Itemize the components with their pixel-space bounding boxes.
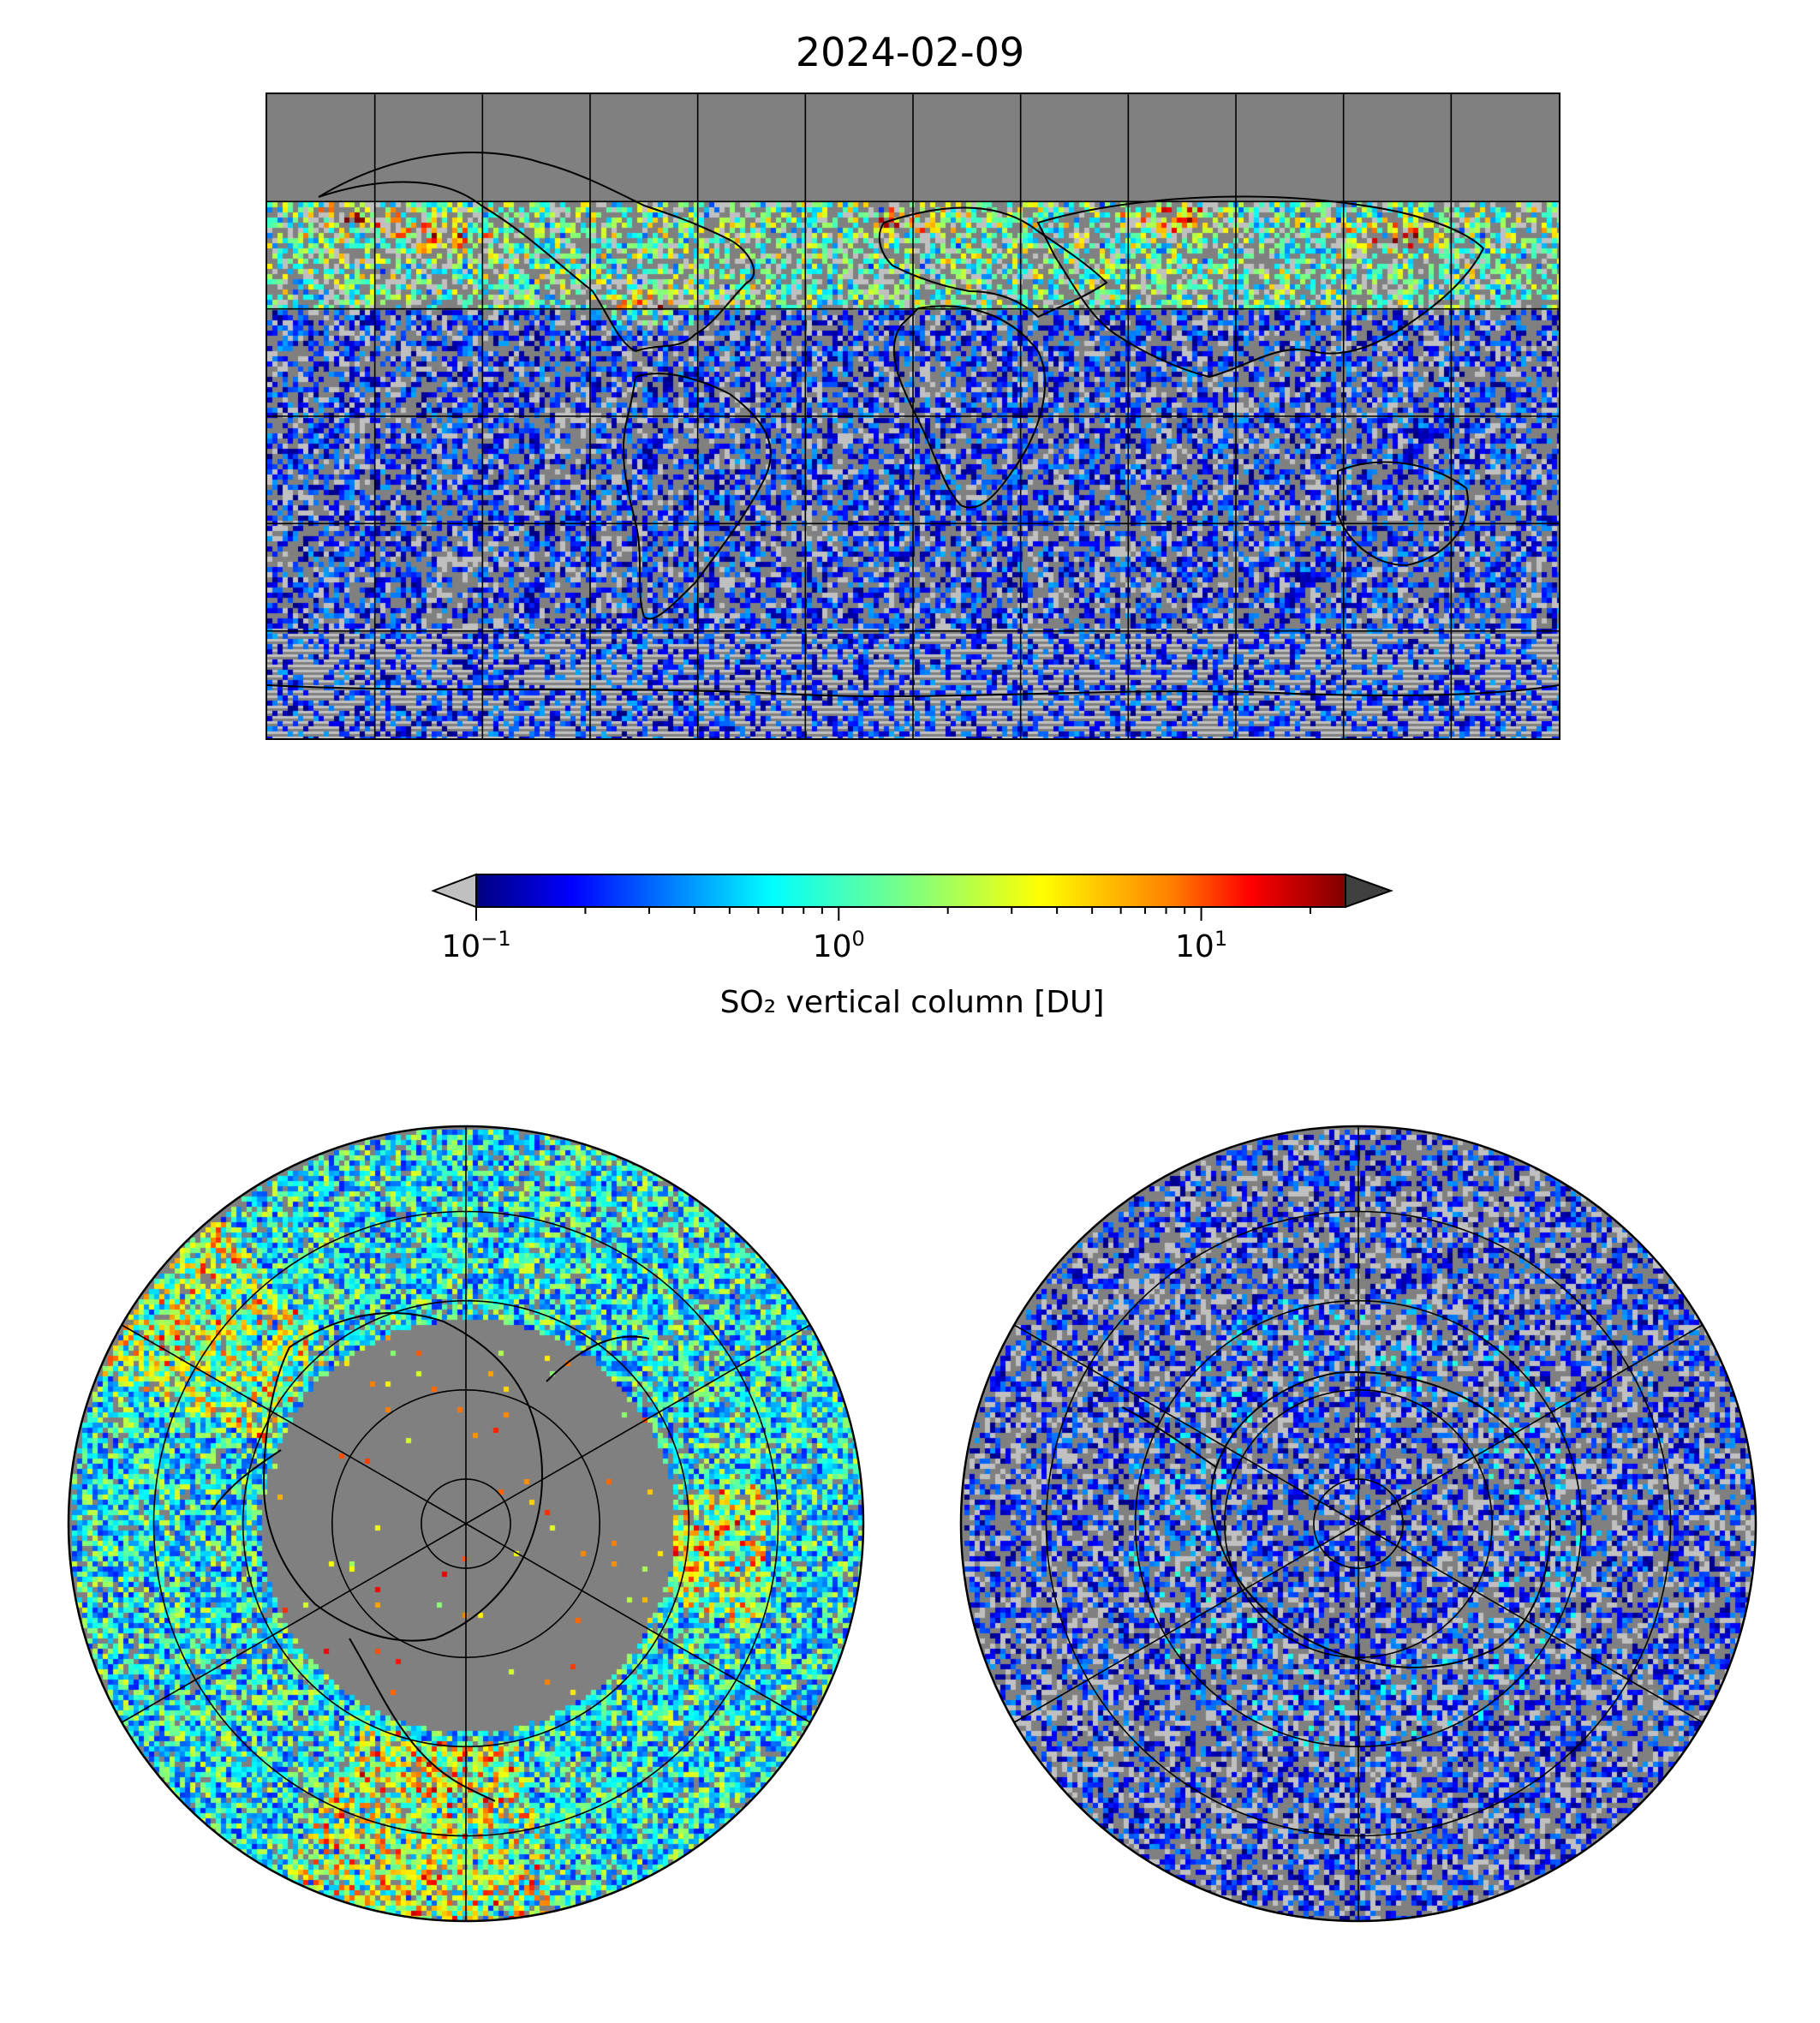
north-polar-gridlines	[121, 1126, 811, 1921]
south-polar-map	[959, 1125, 1757, 1923]
south-polar-overlay	[959, 1125, 1757, 1923]
global-map	[266, 92, 1560, 740]
meridian-line	[121, 1324, 467, 1525]
colorbar-label: SO₂ vertical column [DU]	[719, 985, 1105, 1020]
north-polar-overlay	[67, 1125, 865, 1923]
meridian-line	[465, 1324, 811, 1525]
north-polar-coastlines	[212, 1312, 650, 1802]
meridian-line	[1358, 1523, 1704, 1723]
south-polar-boundary	[959, 1125, 1757, 1923]
colorbar-extend-low	[431, 873, 477, 909]
colorbar-graphic	[431, 873, 1393, 921]
meridian-line	[465, 1523, 811, 1723]
colorbar-tick-label: 101	[1175, 927, 1228, 964]
global-coastlines	[267, 152, 1559, 697]
colorbar-ticks	[475, 907, 1311, 921]
colorbar-tick-label: 10−1	[441, 927, 511, 964]
meridian-line	[1358, 1324, 1704, 1525]
meridian-line	[121, 1523, 467, 1723]
colorbar-gradient	[475, 874, 1346, 908]
meridian-line	[1013, 1324, 1359, 1525]
meridian-line	[1013, 1523, 1359, 1723]
global-overlay	[267, 94, 1559, 738]
colorbar: 10−1 100 101 SO₂ vertical column [DU]	[428, 869, 1396, 1041]
south-polar-gridlines	[1013, 1126, 1704, 1921]
colorbar-extend-high	[1345, 873, 1393, 909]
colorbar-tick-label: 100	[812, 927, 865, 964]
south-polar-coastlines	[1121, 1371, 1552, 1668]
north-polar-map	[67, 1125, 865, 1923]
global-gridlines	[267, 94, 1559, 738]
map-title: 2024-02-09	[795, 29, 1025, 75]
north-polar-boundary	[67, 1125, 865, 1923]
